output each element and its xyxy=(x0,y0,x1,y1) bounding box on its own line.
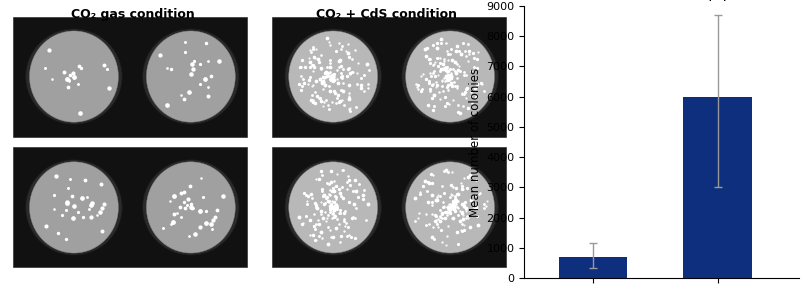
Ellipse shape xyxy=(143,160,239,255)
Ellipse shape xyxy=(143,29,239,124)
FancyBboxPatch shape xyxy=(273,147,506,268)
Ellipse shape xyxy=(26,29,122,124)
Ellipse shape xyxy=(406,162,495,253)
Ellipse shape xyxy=(406,31,495,122)
FancyBboxPatch shape xyxy=(273,16,506,137)
Ellipse shape xyxy=(402,160,498,255)
Ellipse shape xyxy=(30,162,119,253)
Ellipse shape xyxy=(289,31,378,122)
FancyBboxPatch shape xyxy=(13,16,247,137)
Bar xyxy=(684,97,752,278)
Y-axis label: Mean number of colonies: Mean number of colonies xyxy=(469,67,482,217)
Ellipse shape xyxy=(285,29,382,124)
Ellipse shape xyxy=(285,160,382,255)
Ellipse shape xyxy=(146,31,236,122)
Ellipse shape xyxy=(30,31,119,122)
Text: CO₂ gas condition: CO₂ gas condition xyxy=(71,9,194,21)
Bar xyxy=(558,257,627,278)
Ellipse shape xyxy=(289,162,378,253)
Ellipse shape xyxy=(26,160,122,255)
Text: * *: * * xyxy=(706,0,730,10)
FancyBboxPatch shape xyxy=(13,147,247,268)
Ellipse shape xyxy=(402,29,498,124)
Text: CO₂ + CdS condition: CO₂ + CdS condition xyxy=(316,9,458,21)
Ellipse shape xyxy=(146,162,236,253)
